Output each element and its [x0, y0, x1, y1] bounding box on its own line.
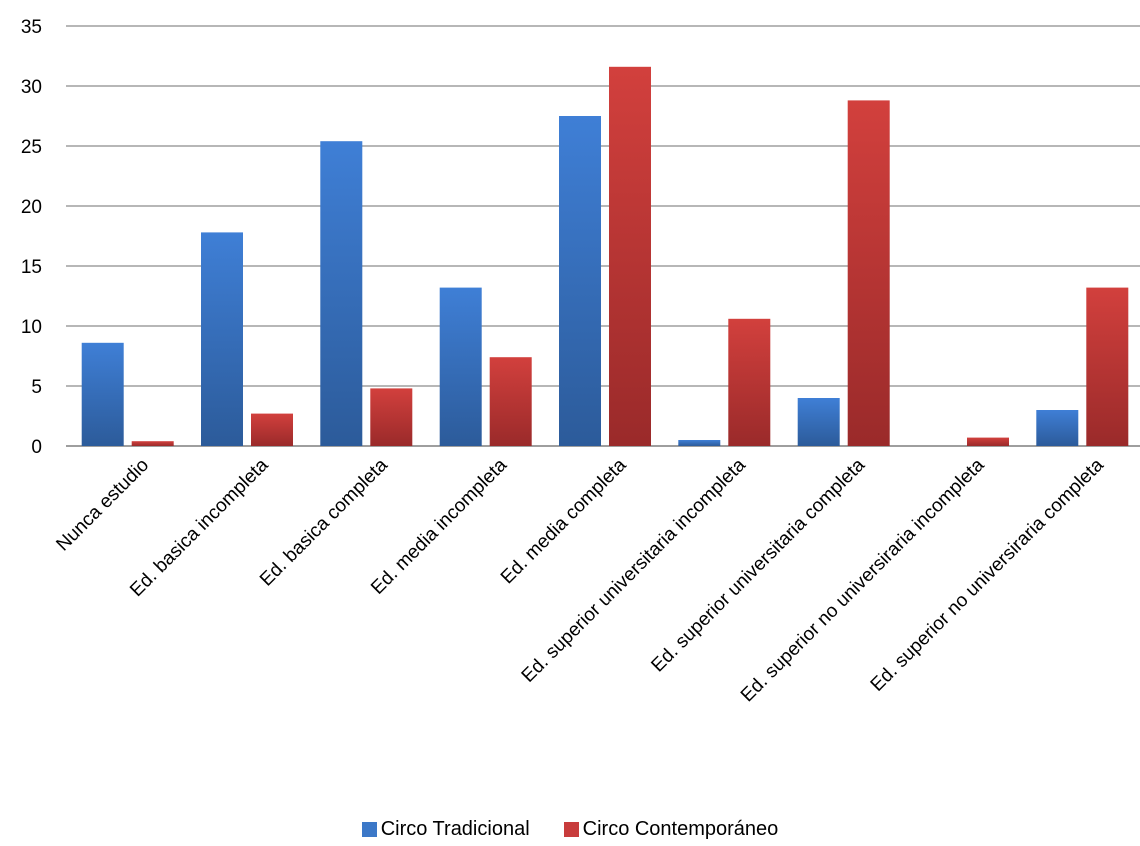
x-category-label: Ed. basica incompleta	[126, 454, 273, 601]
legend-item-circo-tradicional: Circo Tradicional	[361, 818, 530, 841]
bar-circo-contemporaneo	[609, 66, 651, 447]
bar-circo-tradicional	[81, 342, 124, 446]
x-category-label: Ed. superior universitaria completa	[648, 454, 870, 676]
y-tick-label: 0	[31, 437, 42, 458]
y-tick-label: 15	[21, 257, 42, 278]
legend-item-circo-contemporaneo: Circo Contemporáneo	[563, 818, 779, 841]
x-category-label: Ed. basica completa	[256, 454, 392, 590]
y-tick-label: 25	[21, 137, 42, 158]
y-tick-label: 30	[21, 77, 42, 98]
legend-label-circo-contemporaneo: Circo Contemporáneo	[582, 818, 779, 840]
y-tick-label: 5	[31, 377, 42, 398]
x-category-label: Nunca estudio	[52, 455, 153, 556]
y-axis-tick-labels: 0 5 10 15 20 25 30 35	[21, 17, 42, 458]
bar-circo-contemporaneo	[967, 437, 1009, 446]
bar-circo-tradicional	[678, 440, 721, 446]
x-category-label: Ed. superior no universiraria incompleta	[737, 454, 989, 706]
bar-circo-contemporaneo	[251, 413, 293, 446]
bar-circo-tradicional	[439, 287, 482, 446]
x-category-label: Ed. media completa	[497, 454, 631, 588]
bar-circo-contemporaneo	[489, 357, 532, 446]
legend-swatch-circo-tradicional	[361, 822, 377, 837]
legend: Circo Tradicional Circo Contemporáneo	[0, 818, 1140, 841]
y-tick-label: 35	[21, 17, 42, 38]
bar-circo-contemporaneo	[131, 441, 174, 446]
bar-circo-contemporaneo	[847, 100, 890, 447]
x-category-label: Ed. media incompleta	[367, 454, 511, 598]
bar-circo-tradicional	[1036, 410, 1079, 446]
bar-circo-tradicional	[797, 398, 840, 446]
bar-circo-contemporaneo	[1086, 287, 1129, 446]
bar-circo-contemporaneo	[728, 318, 771, 446]
gridlines	[66, 25, 1140, 447]
bar-circo-contemporaneo	[370, 388, 413, 446]
x-category-label: Ed. superior no universiraria completa	[867, 454, 1108, 695]
legend-swatch-circo-contemporaneo	[563, 822, 579, 837]
bar-circo-tradicional	[559, 116, 601, 446]
bars	[81, 66, 1129, 447]
y-tick-label: 20	[21, 197, 42, 218]
legend-label-circo-tradicional: Circo Tradicional	[380, 818, 530, 840]
bar-circo-tradicional	[320, 141, 363, 446]
bar-circo-tradicional	[201, 232, 243, 446]
y-tick-label: 10	[21, 317, 42, 338]
x-category-label: Ed. superior universitaria incompleta	[518, 454, 750, 686]
